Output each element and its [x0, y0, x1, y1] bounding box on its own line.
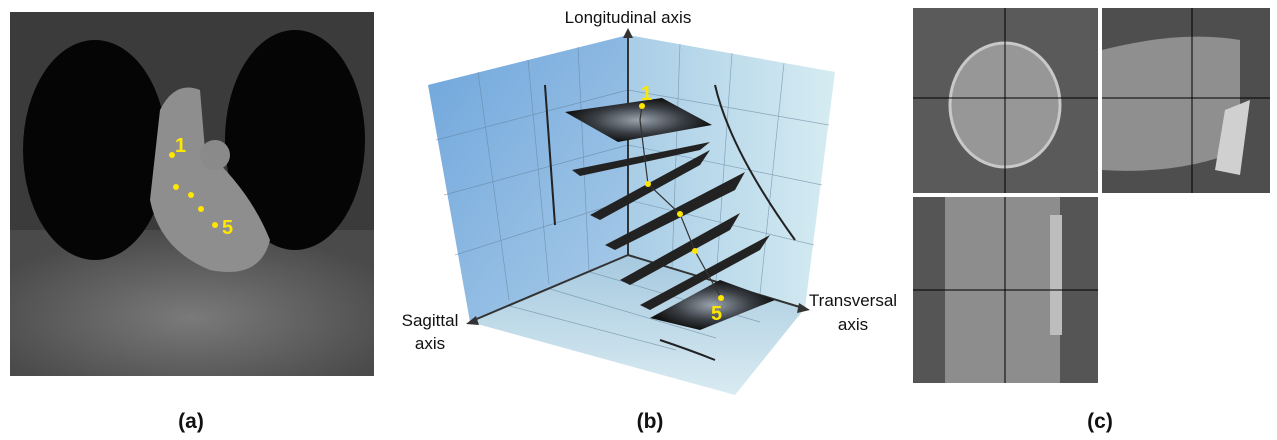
axis-label: axis: [415, 334, 445, 353]
axis-label: Transversal: [809, 291, 897, 310]
axis-label: axis: [838, 315, 868, 334]
vessel: [200, 140, 230, 170]
marker-label: 5: [222, 217, 233, 239]
panel-a: 1 5: [10, 12, 374, 376]
centerline-point: [692, 248, 698, 254]
marker-label: 1: [175, 135, 186, 157]
figure: 1 5: [0, 0, 1277, 435]
page: { "panel_a": {"marker_first": "1", "mark…: [0, 0, 1277, 435]
panel-b: 1 5 Longitudinal axis Sagittal axis Tran…: [402, 8, 897, 395]
axis-label: Sagittal: [402, 311, 459, 330]
caption: (b): [637, 410, 664, 433]
vessel-wall: [1050, 215, 1062, 335]
centerline-point: [198, 206, 204, 212]
axis-label: Longitudinal axis: [565, 8, 692, 27]
centerline-point: [645, 181, 651, 187]
centerline-point: [188, 192, 194, 198]
panel-c: [913, 8, 1270, 383]
marker-label: 5: [711, 303, 722, 325]
marker-label: 1: [641, 83, 652, 105]
centerline-point: [212, 222, 218, 228]
centerline-point: [173, 184, 179, 190]
centerline-point: [677, 211, 683, 217]
centerline-point: [718, 295, 724, 301]
caption: (a): [178, 410, 204, 433]
right-lung: [23, 40, 167, 260]
caption: (c): [1087, 410, 1113, 433]
arrow: [623, 28, 633, 38]
